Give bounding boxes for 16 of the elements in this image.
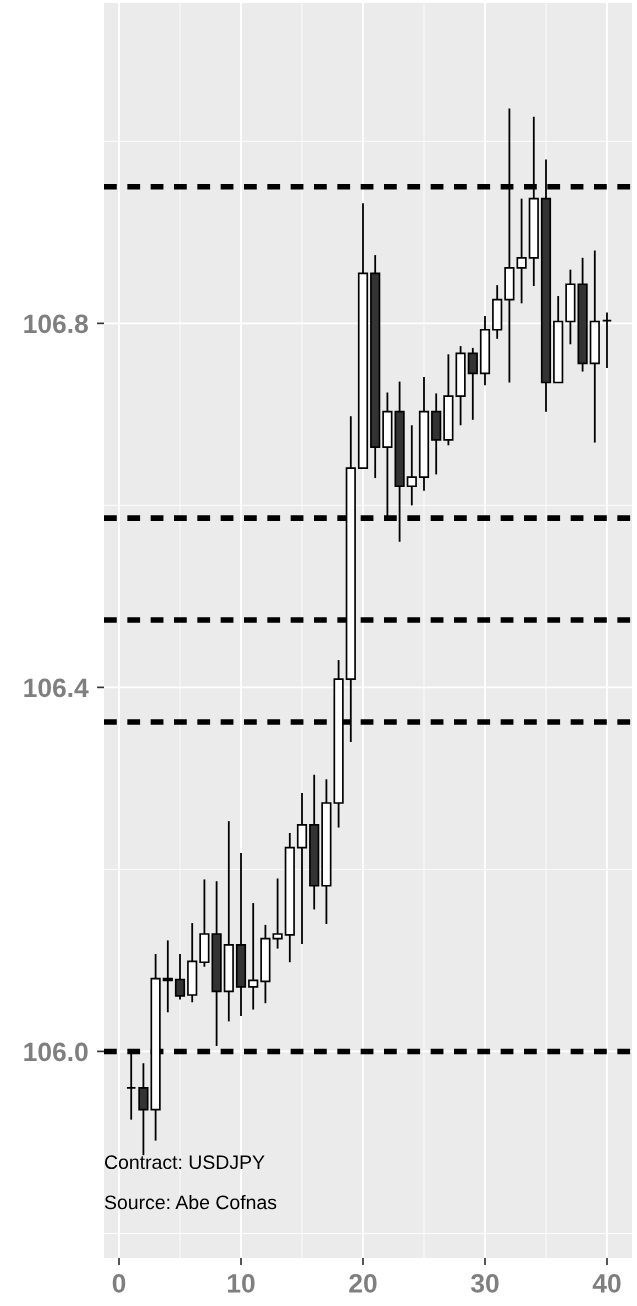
candlestick: [162, 939, 173, 1014]
y-tick-label: 106.8: [24, 314, 88, 334]
x-tick-label: 10: [227, 1273, 255, 1293]
annotation: Contract: USDJPY: [104, 1155, 265, 1170]
candlestick: [248, 902, 259, 1011]
x-tick-label: 30: [470, 1273, 499, 1293]
candlestick: [516, 197, 527, 305]
candlestick: [467, 347, 478, 421]
candlestick: [138, 1062, 149, 1157]
x-tick-label: 20: [349, 1273, 377, 1293]
y-tick-label: 106.0: [24, 1042, 88, 1062]
annotation: Source: Abe Cofnas: [104, 1194, 277, 1210]
x-tick-label: 40: [592, 1273, 621, 1293]
y-tick-label: 106.4: [24, 678, 89, 698]
candlestick: [174, 953, 186, 1001]
x-tick-label: 0: [112, 1273, 126, 1293]
